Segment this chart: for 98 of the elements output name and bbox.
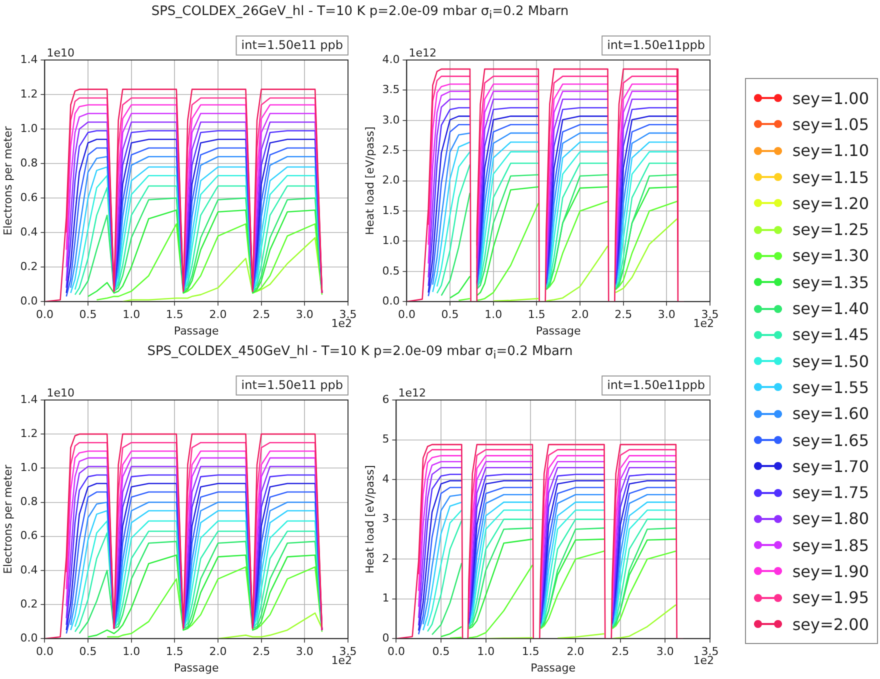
legend-label: sey=1.20 xyxy=(792,194,869,213)
x-tick-label: 3.0 xyxy=(296,308,314,322)
x-tick-label: 3.0 xyxy=(658,308,676,322)
legend-label: sey=1.30 xyxy=(792,246,869,266)
y-tick-label: 1.4 xyxy=(20,52,38,66)
y-tick-label: 0.4 xyxy=(20,563,38,576)
legend-label: sey=1.25 xyxy=(792,220,869,240)
legend-label: sey=1.35 xyxy=(792,272,869,292)
x-tick-label: 2.0 xyxy=(209,308,227,322)
y-tick-label: 3 xyxy=(382,512,390,526)
text: int=1.50e11 ppb xyxy=(241,38,344,52)
y-axis-title: Electrons per meter xyxy=(1,464,14,574)
x-axis-title: Passage xyxy=(174,324,219,338)
y-tick-label: 0.0 xyxy=(20,294,38,308)
x-tick-label: 2.5 xyxy=(614,308,632,322)
y-tick-label: 1.5 xyxy=(382,204,400,217)
x-tick-label: 0.0 xyxy=(398,308,416,322)
y-tick-label: 2.5 xyxy=(382,143,400,156)
legend-label: sey=1.80 xyxy=(792,509,869,528)
y-tick-label: 3.0 xyxy=(382,113,400,126)
y-tick-label: 1.0 xyxy=(20,461,38,474)
legend-label: sey=1.65 xyxy=(792,430,869,450)
x-tick-label: 0.5 xyxy=(79,645,97,658)
y-tick-label: 0.2 xyxy=(20,260,38,273)
legend-label: sey=1.85 xyxy=(792,536,869,555)
legend-label: sey=2.00 xyxy=(792,614,869,634)
y-tick-label: 1.0 xyxy=(382,234,400,248)
y-tick-label: 0.6 xyxy=(20,529,38,542)
text: 1e12 xyxy=(398,386,426,400)
text: 1e12 xyxy=(408,46,436,60)
x-tick-label: 2.5 xyxy=(252,308,270,322)
y-tick-label: 3.5 xyxy=(382,83,400,96)
y-axis-title: Heat load [eV/pass] xyxy=(363,126,376,235)
y-tick-label: 5 xyxy=(382,432,390,446)
y-tick-label: 2.0 xyxy=(382,174,400,187)
text: 1e10 xyxy=(46,46,74,60)
x-tick-label: 2.0 xyxy=(566,645,584,658)
y-tick-label: 1.2 xyxy=(20,87,38,100)
legend-label: sey=1.60 xyxy=(792,404,869,424)
x-tick-label: 2.0 xyxy=(209,645,227,658)
text: int=1.50e11ppb xyxy=(607,38,705,52)
x-tick-label: 1.5 xyxy=(166,308,184,322)
x-tick-label: 0.0 xyxy=(36,308,54,322)
y-tick-label: 4 xyxy=(382,472,390,486)
legend-label: sey=1.55 xyxy=(792,378,869,397)
x-tick-label: 1.0 xyxy=(122,645,140,658)
y-tick-label: 1 xyxy=(382,592,390,605)
y-tick-label: 0.2 xyxy=(20,597,38,610)
y-axis-title: Heat load [eV/pass] xyxy=(363,465,376,574)
y-tick-label: 4.0 xyxy=(382,52,400,66)
legend-label: sey=1.05 xyxy=(792,114,869,134)
x-tick-label: 0.5 xyxy=(441,308,459,322)
y-tick-label: 0.4 xyxy=(20,225,38,238)
x-axis-title: Passage xyxy=(536,324,581,338)
x-tick-label: 0.5 xyxy=(79,308,97,322)
y-tick-label: 0.5 xyxy=(382,264,400,278)
x-tick-label: 3.0 xyxy=(656,645,674,658)
legend-label: sey=1.70 xyxy=(792,456,869,476)
y-tick-label: 6 xyxy=(382,392,390,406)
x-tick-label: 2.5 xyxy=(612,645,630,658)
x-axis-title: Passage xyxy=(174,661,219,674)
text: int=1.50e11ppb xyxy=(607,378,705,392)
chart-title: SPS_COLDEX_450GeV_hl - T=10 K p=2.0e-09 mbar σ$_{i}$=0.2 Mbarn xyxy=(146,344,574,362)
x-tick-label: 1.5 xyxy=(166,645,184,658)
y-tick-label: 0.0 xyxy=(382,294,400,308)
x-tick-label: 1.0 xyxy=(477,645,495,658)
text: 1e10 xyxy=(46,386,74,400)
y-tick-label: 0 xyxy=(382,631,390,644)
legend-label: sey=1.50 xyxy=(792,352,869,371)
x-tick-label: 2.5 xyxy=(252,645,270,658)
x-tick-label: 0.0 xyxy=(36,645,54,658)
x-tick-label: 3.0 xyxy=(296,645,314,658)
x-tick-label: 1.0 xyxy=(122,308,140,322)
text: int=1.50e11 ppb xyxy=(241,378,344,392)
x-axis-title: Passage xyxy=(530,661,576,674)
chart-title: SPS_COLDEX_26GeV_hl - T=10 K p=2.0e-09 mbar σ$_{i}$=0.2 Mbarn xyxy=(150,4,570,22)
y-tick-label: 1.2 xyxy=(20,426,38,440)
legend-label: sey=1.15 xyxy=(792,168,869,187)
x-tick-label: 2.0 xyxy=(571,308,589,322)
legend-label: sey=1.00 xyxy=(792,88,869,108)
legend-label: sey=1.40 xyxy=(792,299,869,318)
legend-label: sey=1.45 xyxy=(792,325,869,344)
y-tick-label: 1.4 xyxy=(20,392,38,406)
legend-label: sey=1.10 xyxy=(792,141,869,160)
y-tick-label: 0.8 xyxy=(20,156,38,170)
y-tick-label: 0.6 xyxy=(20,190,38,204)
y-tick-label: 1.0 xyxy=(20,122,38,135)
y-tick-label: 2 xyxy=(382,552,390,565)
legend-label: sey=1.95 xyxy=(792,588,869,608)
legend-label: sey=1.90 xyxy=(792,562,869,581)
y-tick-label: 0.0 xyxy=(20,631,38,644)
x-tick-label: 1.0 xyxy=(484,308,502,322)
x-tick-label: 1.5 xyxy=(522,645,540,658)
x-tick-label: 0.5 xyxy=(432,645,450,658)
y-tick-label: 0.8 xyxy=(20,495,38,508)
legend-label: sey=1.75 xyxy=(792,483,869,502)
y-axis-title: Electrons per meter xyxy=(1,126,14,236)
x-tick-label: 1.5 xyxy=(528,308,546,322)
